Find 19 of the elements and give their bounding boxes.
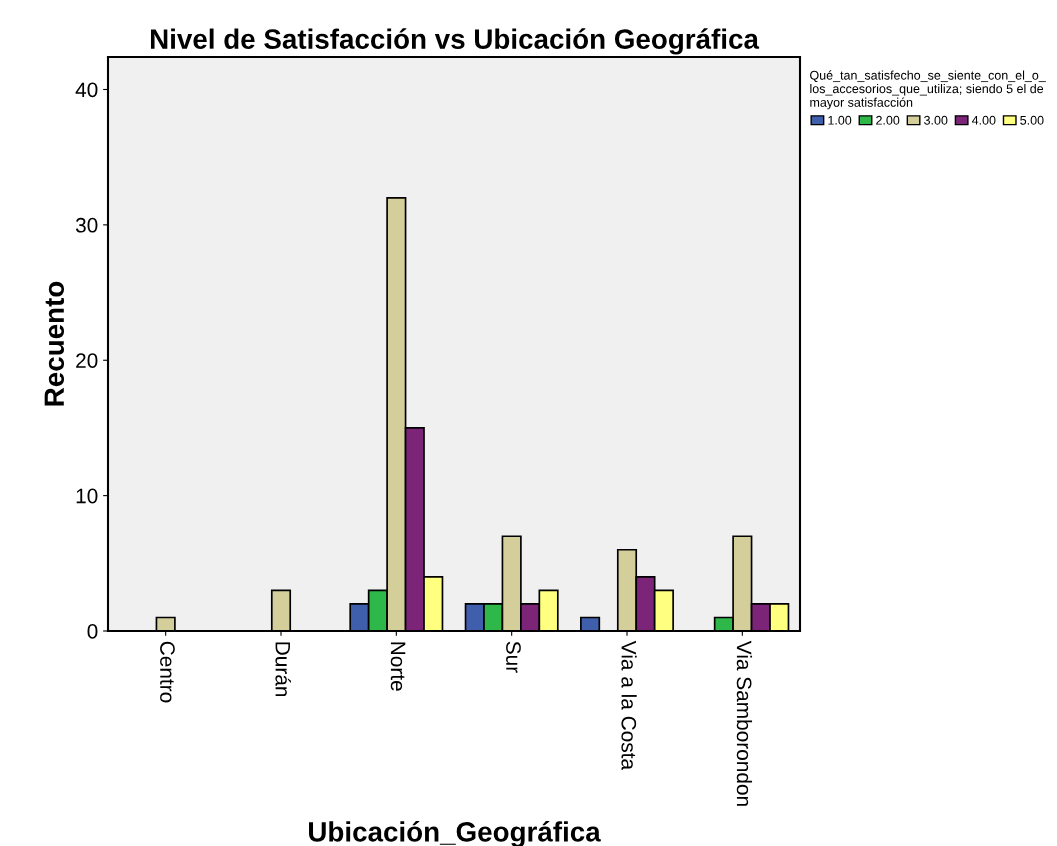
y-axis-title: Recuento	[44, 281, 65, 406]
x-tick-label: Durán	[275, 642, 291, 697]
x-tick-label: Sur	[506, 641, 521, 673]
legend-title: Qué_tan_satisfecho_se_siente_con_el_o_ los_accesorios_que_utiliza; siendo 5 el de mayor satisfacción	[810, 70, 1046, 110]
x-tick-label: Norte	[390, 642, 406, 691]
x-tick-label: Via Samborondon	[736, 640, 753, 806]
y-tick-label: 40	[75, 82, 98, 98]
legend-label: 5.00	[1020, 115, 1044, 125]
y-tick-label: 10	[76, 488, 98, 504]
legend-label: 4.00	[971, 115, 996, 125]
y-tick-label: 0	[87, 624, 98, 639]
y-tick-label: 30	[75, 217, 98, 233]
x-tick-label: Via a la Costa	[621, 640, 637, 771]
x-tick-label: Centro	[160, 641, 175, 703]
chart-title: Nivel de Satisfacción vs Ubicación Geográfica	[150, 28, 760, 55]
y-tick-label: 20	[76, 353, 98, 368]
legend-label: 2.00	[876, 115, 900, 125]
legend-label: 3.00	[924, 115, 948, 125]
legend-label: 1.00	[828, 115, 852, 125]
